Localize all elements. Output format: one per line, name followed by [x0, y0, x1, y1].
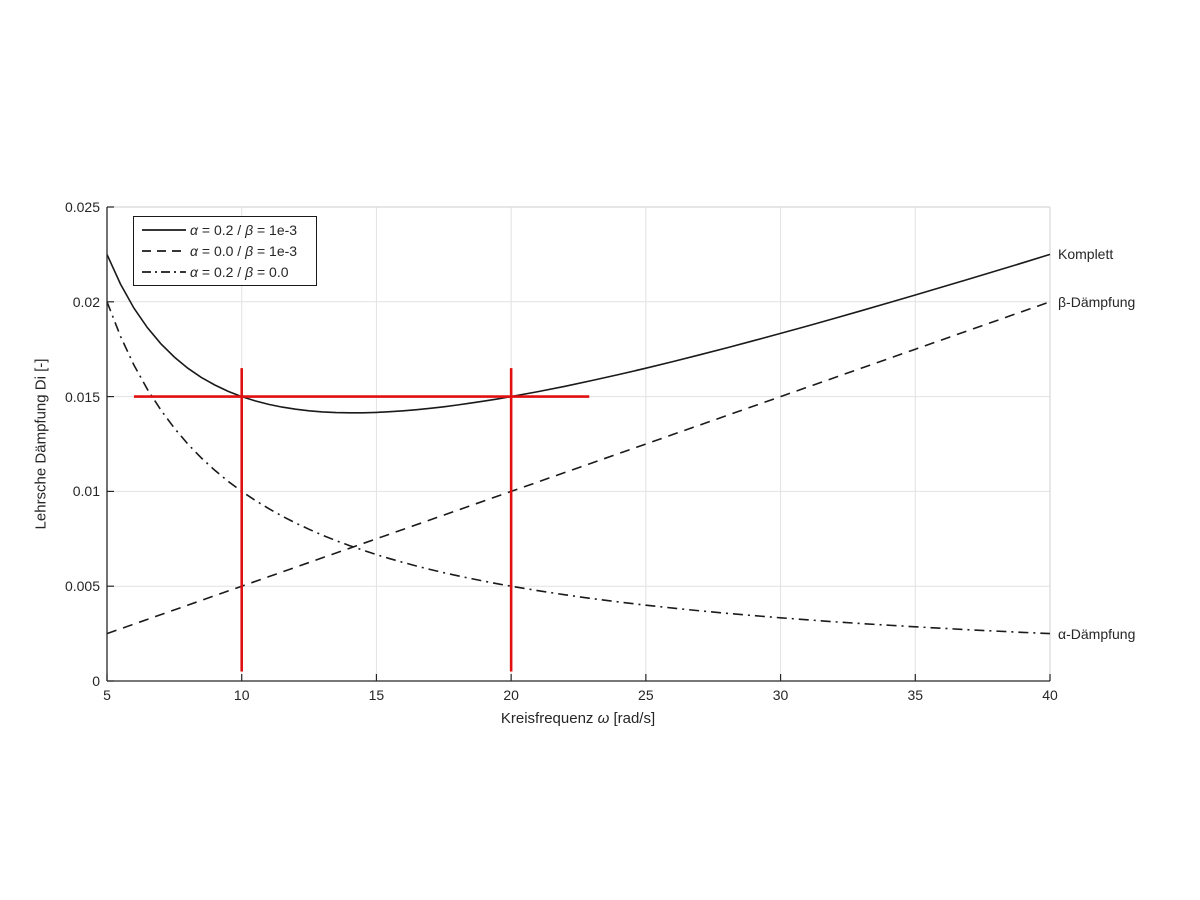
- x-tick-label: 25: [638, 687, 654, 703]
- legend-label: α = 0.0 / β = 1e-3: [190, 242, 298, 259]
- legend-entry-dashed: α = 0.0 / β = 1e-3: [141, 244, 308, 258]
- legend-entry-dashdot: α = 0.2 / β = 0.0: [141, 265, 308, 279]
- curve-end-label-beta: β-Dämpfung: [1058, 293, 1136, 310]
- y-tick-label: 0.015: [64, 388, 100, 405]
- y-tick-label: 0.01: [72, 483, 100, 500]
- x-axis-title-unit: [rad/s]: [609, 710, 656, 727]
- y-tick-label: 0.02: [72, 293, 100, 310]
- y-tick-label: 0.025: [64, 199, 100, 215]
- y-axis-title: Lehrsche Dämpfung Di [-]: [32, 358, 50, 530]
- x-axis-title-text: Kreisfrequenz: [500, 710, 598, 727]
- x-tick-label: 10: [233, 687, 250, 703]
- y-tick-label: 0.005: [64, 578, 100, 595]
- x-tick-label: 30: [772, 687, 789, 703]
- legend-line-dashed-icon: [142, 250, 186, 252]
- legend-line-dashdot-icon: [142, 270, 186, 273]
- curve-end-label-alpha: α-Dämpfung: [1058, 625, 1136, 642]
- legend-line-solid-icon: [142, 229, 186, 232]
- omega-symbol: ω: [597, 710, 610, 727]
- x-axis-title: Kreisfrequenz ω [rad/s]: [501, 710, 655, 727]
- legend-entry-solid: α = 0.2 / β = 1e-3: [141, 223, 308, 237]
- legend-label: α = 0.2 / β = 0.0: [190, 263, 289, 280]
- y-tick-label: 0: [92, 673, 100, 689]
- legend-label: α = 0.2 / β = 1e-3: [190, 222, 298, 239]
- x-tick-label: 20: [503, 687, 519, 703]
- x-tick-label: 5: [103, 687, 111, 703]
- x-tick-label: 40: [1042, 687, 1058, 703]
- x-tick-label: 15: [368, 687, 385, 703]
- legend: α = 0.2 / β = 1e-3 α = 0.0 / β = 1e-3 α …: [133, 216, 317, 286]
- x-tick-label: 35: [907, 687, 924, 703]
- curve-end-label-komplett: Komplett: [1058, 246, 1114, 263]
